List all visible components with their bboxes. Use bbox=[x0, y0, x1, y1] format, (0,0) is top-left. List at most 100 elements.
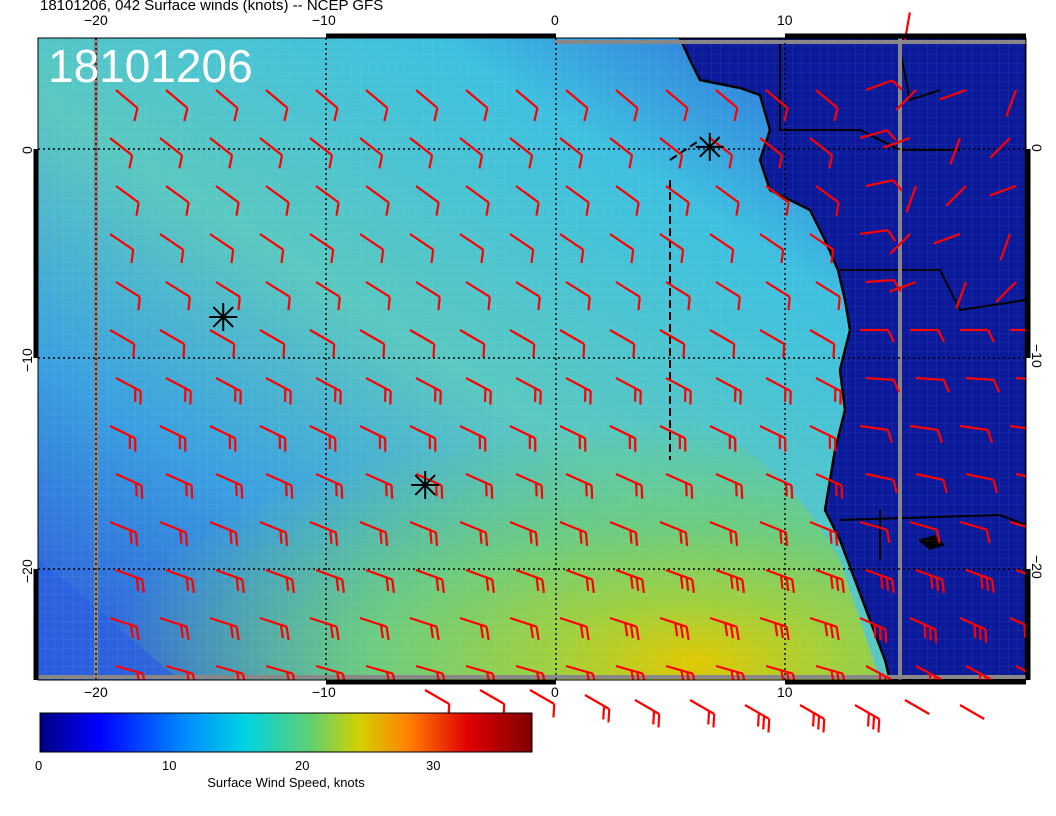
wind-barb bbox=[109, 233, 135, 264]
wind-barb bbox=[559, 329, 586, 358]
wind-barb bbox=[995, 281, 1017, 303]
wind-barb bbox=[259, 137, 284, 169]
cross-section-line bbox=[669, 139, 701, 460]
wind-barb bbox=[895, 89, 917, 111]
wind-barb bbox=[715, 568, 745, 594]
wind-barb bbox=[109, 137, 134, 169]
wind-barb bbox=[799, 704, 826, 733]
wind-barb bbox=[989, 137, 1011, 159]
wind-barb bbox=[565, 664, 597, 680]
wind-barb bbox=[515, 377, 542, 405]
wind-barb bbox=[409, 425, 437, 452]
wind-barb bbox=[565, 472, 594, 499]
wind-barb bbox=[960, 328, 995, 343]
wind-barb bbox=[215, 664, 247, 680]
lat-tick-right: −10 bbox=[1029, 344, 1045, 368]
wind-barb bbox=[759, 520, 789, 546]
wind-barb bbox=[815, 472, 844, 499]
wind-barb bbox=[265, 185, 290, 216]
wind-barb bbox=[865, 568, 895, 594]
wind-barb bbox=[854, 704, 881, 733]
wind-barb bbox=[615, 89, 639, 122]
wind-barb bbox=[515, 568, 545, 594]
wind-barb bbox=[865, 472, 898, 494]
wind-barb bbox=[915, 665, 942, 680]
wind-barb bbox=[165, 185, 190, 216]
lon-tick-top: −20 bbox=[84, 12, 108, 28]
lon-tick-top: 0 bbox=[551, 12, 559, 28]
wind-barb bbox=[949, 137, 962, 165]
wind-barb bbox=[309, 233, 335, 264]
wind-barb bbox=[759, 329, 786, 358]
wind-barb bbox=[665, 89, 689, 122]
wind-barb bbox=[765, 472, 794, 499]
wind-barb bbox=[615, 568, 645, 594]
wind-barb bbox=[165, 281, 191, 311]
wind-barb bbox=[565, 185, 590, 216]
wind-barb bbox=[259, 425, 287, 452]
wind-barb bbox=[859, 616, 888, 643]
wind-barb bbox=[889, 280, 917, 293]
wind-barb bbox=[515, 472, 544, 499]
wind-barb bbox=[165, 472, 194, 499]
wind-barb bbox=[365, 568, 395, 594]
wind-barb bbox=[809, 616, 840, 641]
wind-barb bbox=[1015, 472, 1026, 494]
wind-barb bbox=[365, 185, 390, 216]
wind-barb bbox=[209, 329, 236, 358]
wind-barb bbox=[259, 616, 290, 641]
wind-barb bbox=[409, 329, 436, 358]
wind-barb bbox=[945, 185, 967, 207]
wind-barb bbox=[559, 233, 585, 264]
wind-barb bbox=[459, 425, 487, 452]
wind-barb bbox=[565, 568, 595, 594]
wind-barb bbox=[315, 568, 345, 594]
wind-barb bbox=[215, 568, 245, 594]
wind-barb bbox=[515, 185, 540, 216]
wind-barb bbox=[265, 89, 289, 122]
lat-tick-left: 0 bbox=[19, 146, 35, 154]
wind-barb bbox=[309, 137, 334, 169]
wind-barb bbox=[159, 616, 190, 641]
wind-barb bbox=[465, 377, 492, 405]
colorbar bbox=[39, 712, 533, 753]
wind-barb bbox=[259, 520, 289, 546]
wind-barb bbox=[365, 377, 392, 405]
wind-barb bbox=[709, 329, 736, 358]
wind-barb bbox=[909, 424, 944, 443]
wind-barb bbox=[759, 137, 784, 169]
wind-barb bbox=[809, 520, 839, 546]
wind-barb bbox=[659, 425, 687, 452]
wind-barb bbox=[915, 376, 951, 393]
wind-barb bbox=[615, 664, 647, 680]
wind-barb bbox=[359, 425, 387, 452]
wind-barb bbox=[109, 520, 139, 546]
wind-barb bbox=[565, 377, 592, 405]
wind-barb bbox=[315, 89, 339, 122]
wind-barb bbox=[415, 664, 447, 680]
lon-tick-top: −10 bbox=[312, 12, 336, 28]
wind-barb bbox=[265, 377, 292, 405]
wind-barb bbox=[709, 233, 735, 264]
wind-barb bbox=[565, 281, 591, 311]
wind-barb bbox=[309, 425, 337, 452]
wind-barb bbox=[459, 616, 490, 641]
wind-barb bbox=[815, 89, 839, 122]
wind-barb bbox=[665, 185, 690, 216]
wind-barb bbox=[959, 520, 991, 544]
colorbar-tick: 10 bbox=[162, 758, 177, 773]
wind-barb bbox=[465, 664, 497, 680]
wind-barb bbox=[159, 233, 185, 264]
wind-barb bbox=[215, 89, 239, 122]
wind-barb bbox=[765, 377, 792, 405]
wind-barb bbox=[465, 185, 490, 216]
wind-barb bbox=[715, 377, 742, 405]
wind-barb bbox=[915, 472, 948, 494]
wind-barb bbox=[744, 704, 771, 733]
wind-barb bbox=[709, 425, 737, 452]
wind-barb bbox=[109, 616, 140, 641]
colorbar-tick: 0 bbox=[35, 758, 43, 773]
lon-tick-top: 10 bbox=[777, 12, 793, 28]
wind-barb bbox=[415, 377, 442, 405]
wind-barb bbox=[665, 377, 692, 405]
